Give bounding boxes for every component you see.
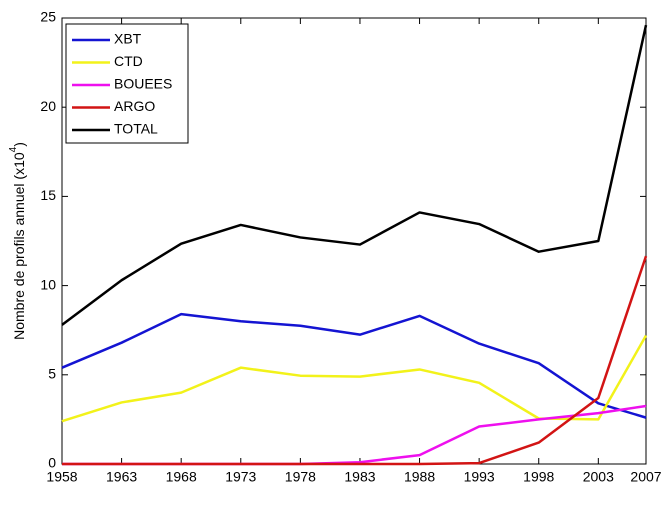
x-tick-label: 1958 <box>46 469 77 485</box>
legend-label: XBT <box>114 31 142 47</box>
x-tick-label: 1993 <box>464 469 495 485</box>
series-line <box>62 255 648 466</box>
y-axis-label: Nombre de profils annuel (x104) <box>8 142 27 340</box>
x-tick-label: 1968 <box>166 469 197 485</box>
legend-label: BOUEES <box>114 76 172 92</box>
legend-label: CTD <box>114 53 143 69</box>
x-tick-label: 2007 <box>630 469 661 485</box>
x-tick-label: 1978 <box>285 469 316 485</box>
legend-label: ARGO <box>114 98 155 114</box>
x-tick-label: 1998 <box>523 469 554 485</box>
x-tick-label: 1988 <box>404 469 435 485</box>
legend-label: TOTAL <box>114 121 158 137</box>
x-tick-label: 2003 <box>583 469 614 485</box>
series-line <box>61 24 648 326</box>
x-tick-label: 1983 <box>344 469 375 485</box>
legend-box <box>65 23 189 144</box>
y-tick-label: 5 <box>48 366 56 382</box>
y-axis-label-text: Nombre de profils annuel (x10 <box>11 152 27 340</box>
y-tick-label: 25 <box>40 9 56 25</box>
y-tick-label: 0 <box>48 455 56 471</box>
y-tick-label: 15 <box>40 187 56 203</box>
x-tick-label: 1963 <box>106 469 137 485</box>
series-line <box>61 334 648 423</box>
y-axis-label-end: ) <box>11 142 27 147</box>
y-tick-label: 20 <box>40 98 56 114</box>
series-line <box>62 404 647 466</box>
y-axis-label-exponent: 4 <box>8 146 19 152</box>
x-tick-label: 1973 <box>225 469 256 485</box>
y-tick-label: 10 <box>40 276 56 292</box>
series-line <box>61 312 647 419</box>
